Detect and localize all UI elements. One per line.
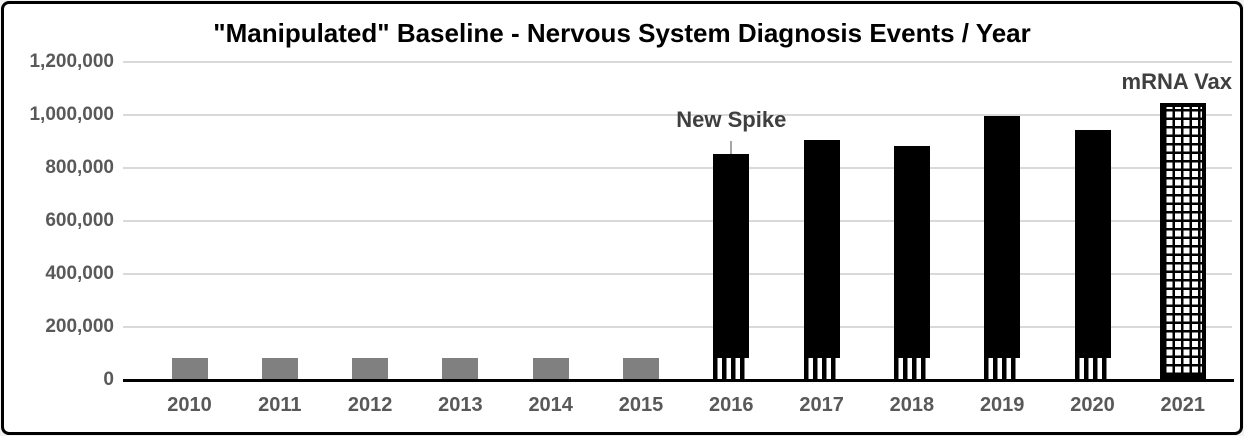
x-tick-label-2013: 2013	[438, 394, 483, 416]
annotation-mrna-vax: mRNA Vax	[1121, 69, 1232, 94]
bar-2018-spike-segment	[893, 146, 930, 359]
bar-2017-spike-segment	[803, 139, 840, 359]
bar-2011	[261, 358, 298, 380]
x-tick-label-2010: 2010	[167, 394, 212, 416]
chart-title: "Manipulated" Baseline - Nervous System …	[213, 18, 1031, 48]
bar-2019-spike-segment	[984, 115, 1021, 359]
bar-2017	[803, 139, 840, 380]
bar-2020	[1074, 130, 1111, 380]
y-tick-label-1200000: 1,200,000	[29, 50, 114, 72]
gridline-600000	[123, 219, 1232, 222]
x-tick-label-2015: 2015	[618, 394, 664, 416]
x-tick-label-2021: 2021	[1160, 394, 1206, 416]
bar-2013	[442, 358, 479, 380]
gridline-800000	[123, 166, 1232, 169]
bar-2019-baseline-segment	[984, 358, 1021, 380]
x-tick-label-2018: 2018	[889, 394, 935, 416]
x-tick-label-2011: 2011	[258, 394, 302, 416]
bar-2019	[984, 115, 1021, 380]
y-tick-label-600000: 600,000	[45, 209, 114, 231]
gridline-400000	[123, 272, 1232, 275]
annotation-new-spike: New Spike	[676, 107, 787, 132]
bar-2020-baseline-segment	[1074, 358, 1111, 380]
bar-2010	[171, 358, 208, 380]
bar-2016	[713, 154, 750, 380]
x-tick-label-2020: 2020	[1070, 394, 1115, 416]
bar-2015	[623, 358, 659, 380]
y-tick-label-200000: 200,000	[45, 315, 114, 337]
y-tick-label-0: 0	[103, 368, 114, 390]
bar-2018-baseline-segment	[893, 358, 930, 380]
y-tick-label-400000: 400,000	[45, 262, 114, 284]
bar-2020-spike-segment	[1074, 130, 1111, 359]
gridline-1000000	[123, 113, 1232, 116]
y-tick-label-1000000: 1,000,000	[29, 103, 114, 125]
bar-2021	[1159, 102, 1206, 380]
y-tick-label-800000: 800,000	[45, 156, 114, 178]
bar-2017-baseline-segment	[803, 358, 840, 380]
x-tick-label-2014: 2014	[528, 394, 573, 416]
x-tick-label-2019: 2019	[979, 394, 1025, 416]
new-spike-pointer	[730, 141, 733, 154]
x-tick-label-2017: 2017	[799, 394, 844, 416]
bar-2012	[352, 358, 389, 380]
bar-2016-baseline-segment	[713, 358, 750, 380]
bar-2018	[893, 146, 930, 380]
x-tick-label-2016: 2016	[709, 394, 754, 416]
x-axis-line	[123, 378, 1234, 382]
bar-2014	[532, 358, 569, 380]
gridline-200000	[123, 325, 1232, 328]
gridline-1200000	[123, 60, 1232, 63]
x-tick-label-2012: 2012	[347, 394, 393, 416]
bar-2016-spike-segment	[713, 154, 750, 359]
